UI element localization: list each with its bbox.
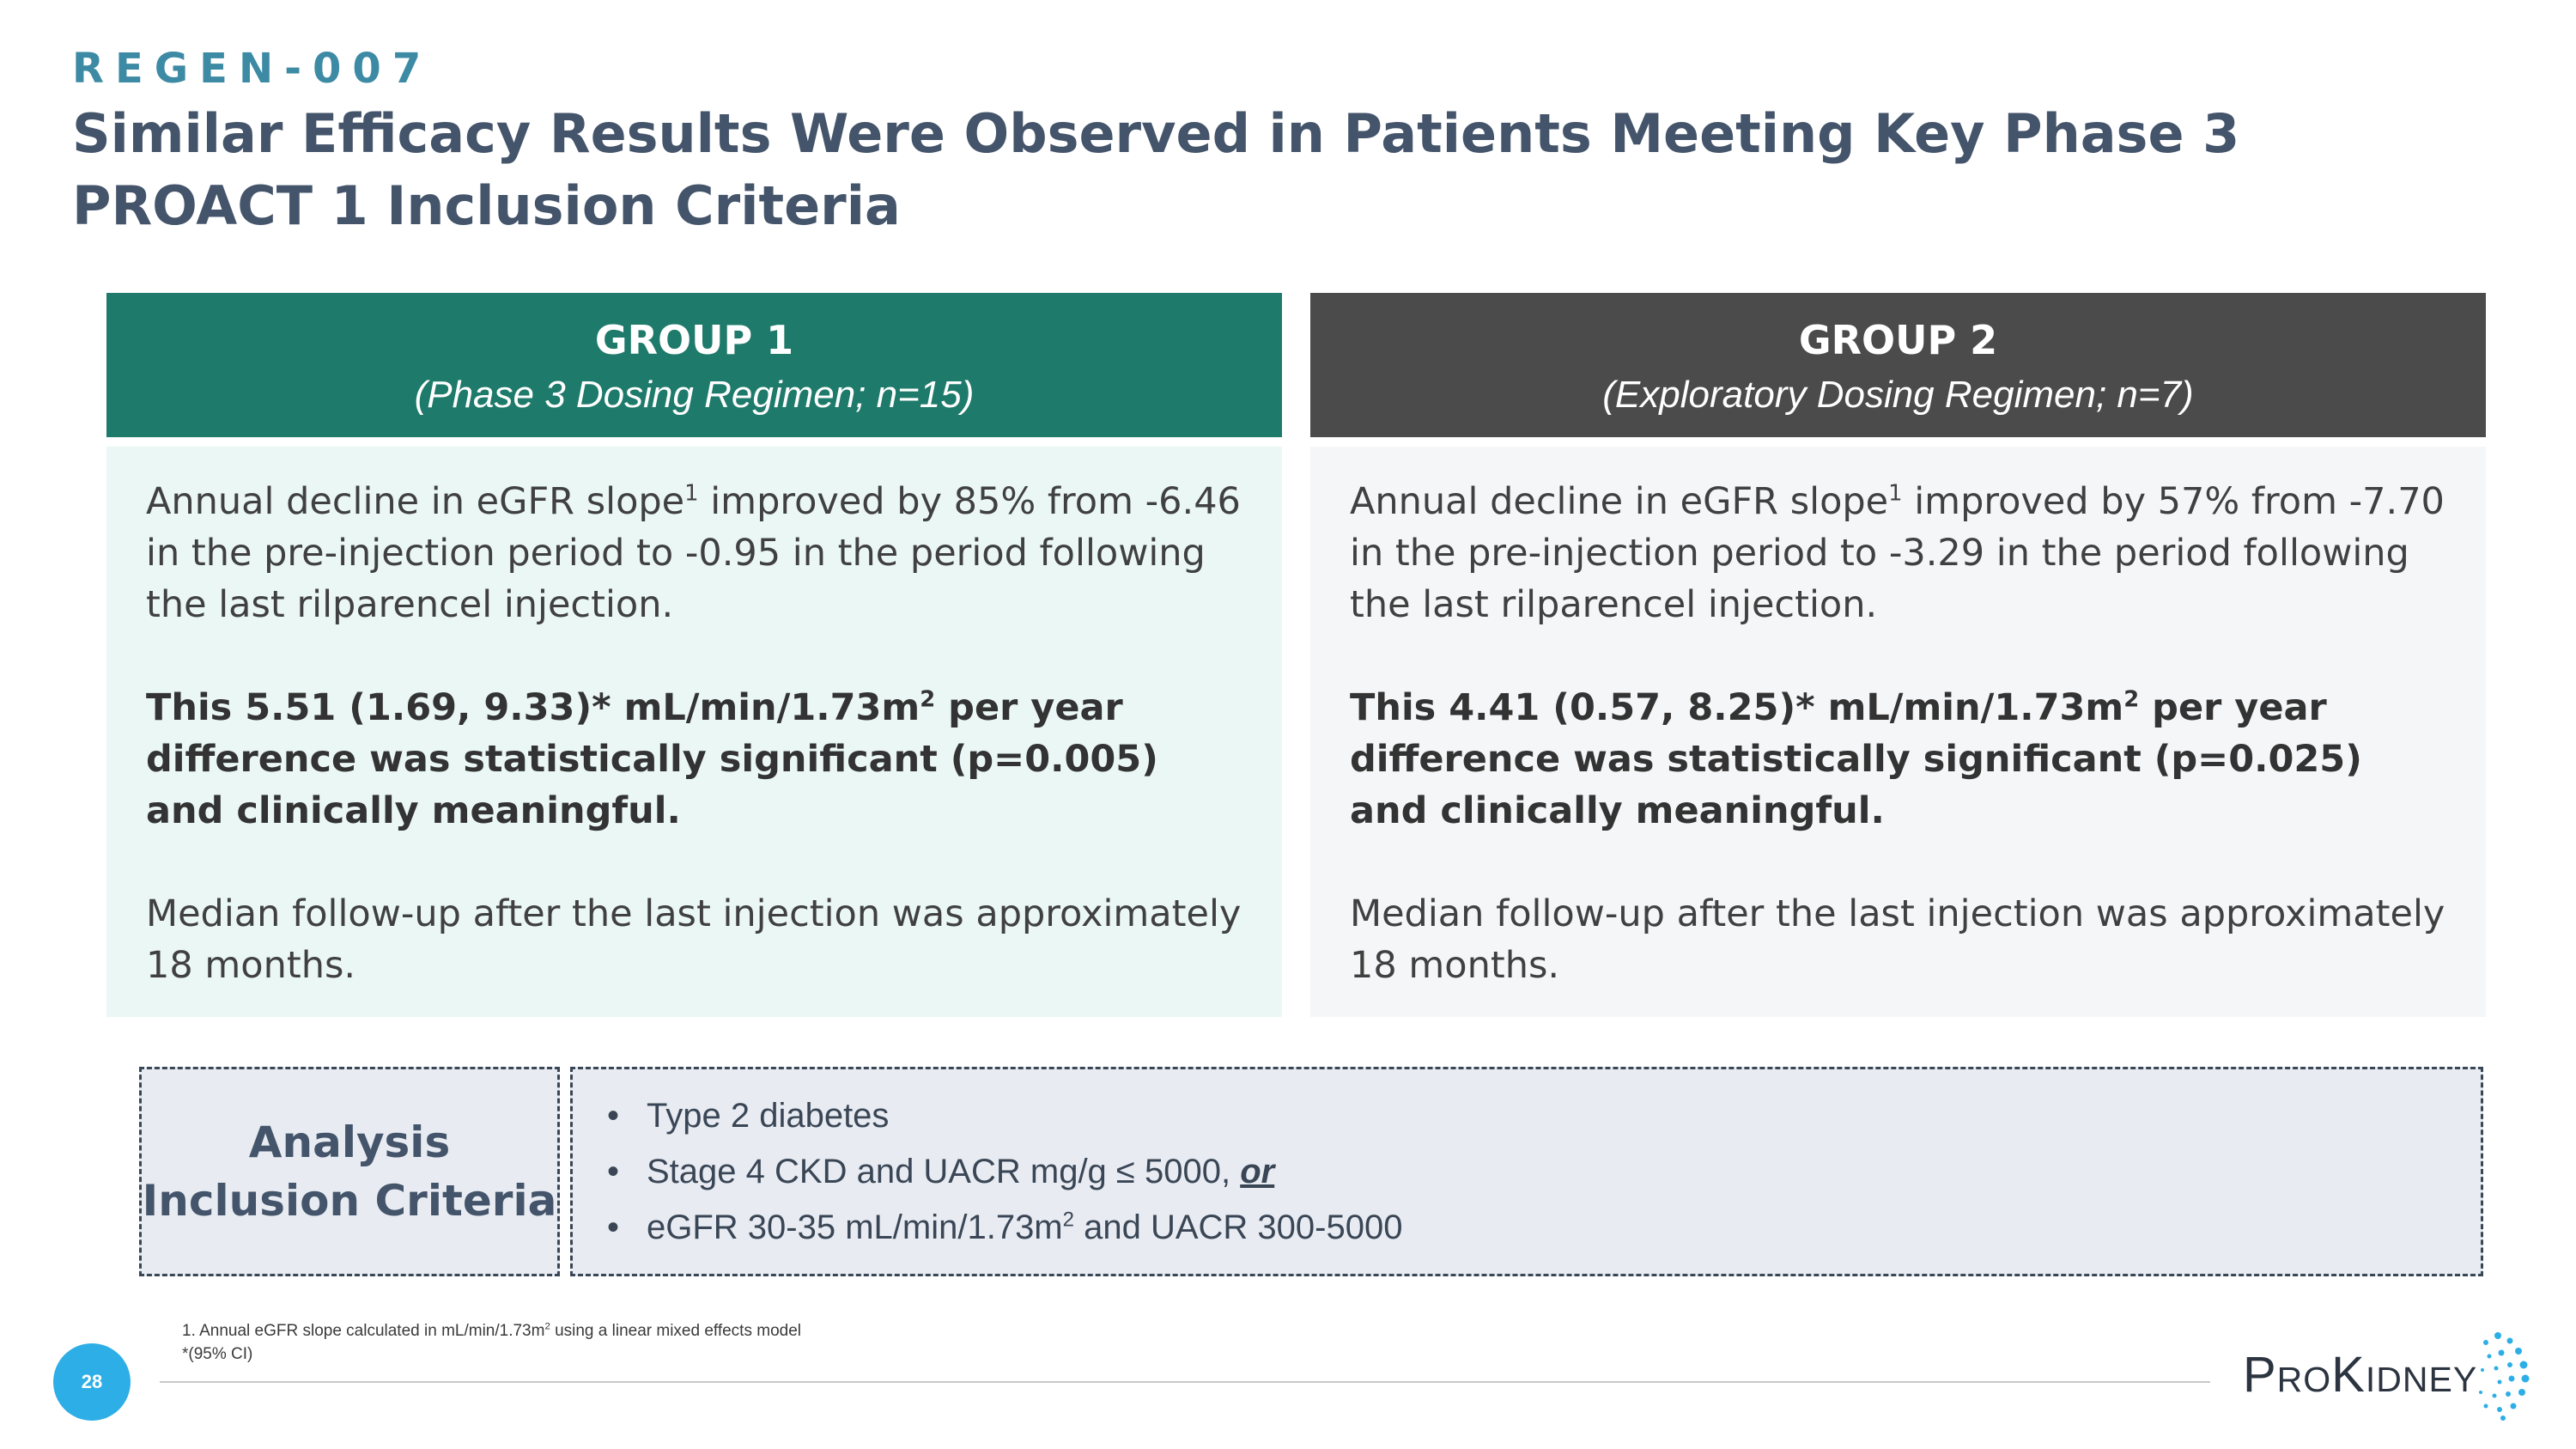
footnote-1: 1. Annual eGFR slope calculated in mL/mi… — [182, 1321, 801, 1340]
group-1-followup-text: Median follow-up after the last injectio… — [146, 892, 1242, 987]
page-number-badge: 28 — [53, 1343, 131, 1421]
group-1-subtitle: (Phase 3 Dosing Regimen; n=15) — [414, 374, 975, 416]
logo-wordmark: ProKidney — [2243, 1346, 2478, 1403]
group-2-body: Annual decline in eGFR slope1 improved b… — [1310, 447, 2486, 1017]
group-2-followup-text: Median follow-up after the last injectio… — [1350, 892, 2445, 987]
group-2-subtitle: (Exploratory Dosing Regimen; n=7) — [1602, 374, 2194, 416]
group-1-name: GROUP 1 — [594, 317, 794, 363]
footnotes: 1. Annual eGFR slope calculated in mL/mi… — [182, 1319, 801, 1366]
group-1-significance-text: This 5.51 (1.69, 9.33)* mL/min/1.73m2 pe… — [146, 686, 1158, 832]
logo-dots-icon — [2479, 1332, 2530, 1421]
group-2-significance-text: This 4.41 (0.57, 8.25)* mL/min/1.73m2 pe… — [1350, 686, 2362, 832]
group-1-header: GROUP 1 (Phase 3 Dosing Regimen; n=15) — [106, 293, 1282, 437]
footer-divider — [160, 1381, 2210, 1383]
footnote-2: *(95% CI) — [182, 1345, 253, 1363]
group-1-slope-text: Annual decline in eGFR slope1 improved b… — [146, 480, 1241, 626]
criteria-item-egfr: • eGFR 30-35 mL/min/1.73m2 and UACR 300-5… — [607, 1208, 1403, 1246]
group-2-slope-text: Annual decline in eGFR slope1 improved b… — [1350, 480, 2445, 626]
prokidney-logo: ProKidney — [2243, 1332, 2534, 1421]
group-2-name: GROUP 2 — [1798, 317, 1998, 363]
inclusion-criteria-list: • Type 2 diabetes • Stage 4 CKD and UACR m… — [570, 1067, 2483, 1276]
slide-kicker: REGEN-007 — [72, 45, 433, 93]
criteria-item-diabetes: • Type 2 diabetes — [607, 1097, 890, 1135]
criteria-item-ckd: • Stage 4 CKD and UACR mg/g ≤ 5000, or — [607, 1153, 1275, 1190]
group-2-header: GROUP 2 (Exploratory Dosing Regimen; n=7… — [1310, 293, 2486, 437]
inclusion-criteria-label: Analysis Inclusion Criteria — [139, 1067, 560, 1276]
group-1-body: Annual decline in eGFR slope1 improved b… — [106, 447, 1282, 1017]
slide-title: Similar Efficacy Results Were Observed i… — [72, 102, 2240, 237]
